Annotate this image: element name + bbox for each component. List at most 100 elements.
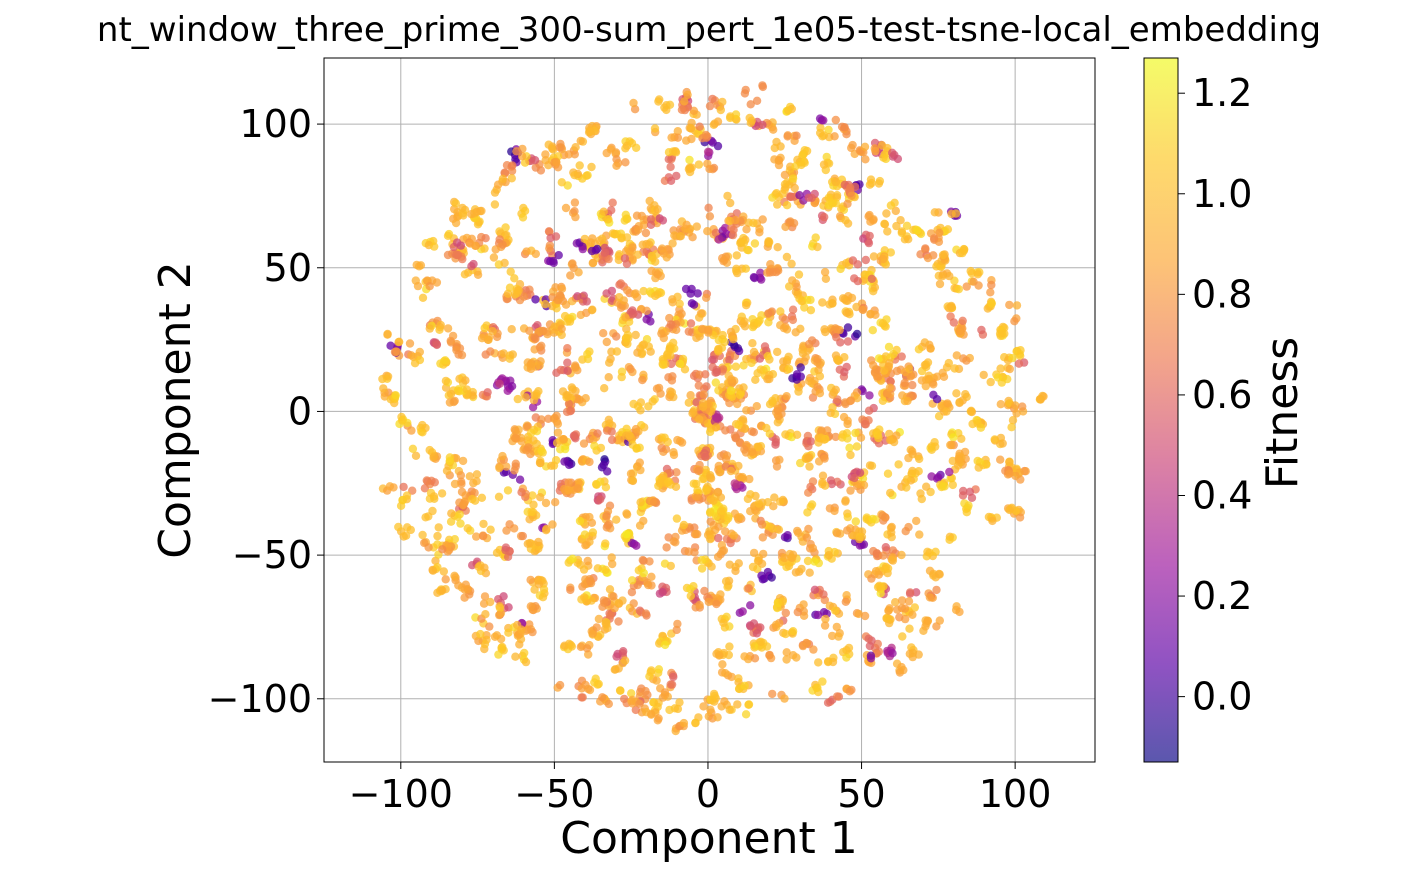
scatter-point (659, 360, 668, 369)
scatter-point (555, 680, 565, 690)
scatter-point (586, 238, 596, 247)
scatter-point (553, 419, 563, 429)
scatter-point (739, 238, 749, 247)
scatter-point (854, 609, 863, 619)
scatter-point (721, 527, 730, 536)
scatter-point (459, 500, 468, 509)
scatter-point (711, 228, 721, 237)
scatter-point (650, 124, 660, 133)
scatter-point (905, 364, 914, 374)
scatter-point (929, 380, 938, 389)
scatter-point (642, 239, 651, 249)
scatter-point (684, 398, 693, 407)
scatter-point (732, 266, 741, 276)
scatter-point (539, 326, 548, 336)
scatter-point (527, 507, 536, 516)
scatter-point (731, 566, 740, 576)
scatter-point (841, 216, 850, 225)
scatter-point (987, 299, 996, 308)
scatter-point (896, 216, 905, 225)
scatter-point (902, 221, 912, 230)
x-tick-label: −50 (514, 772, 594, 816)
scatter-point (934, 569, 944, 579)
scatter-point (598, 693, 607, 702)
scatter-point (973, 456, 982, 466)
scatter-point (884, 342, 894, 352)
scatter-point (1008, 416, 1018, 425)
scatter-point (579, 439, 589, 448)
scatter-point (628, 243, 637, 252)
scatter-point (415, 347, 424, 357)
scatter-point (627, 139, 637, 148)
scatter-point (557, 284, 567, 293)
scatter-point (599, 329, 608, 338)
scatter-point (734, 674, 743, 683)
scatter-point (675, 359, 685, 368)
scatter-point (917, 376, 927, 385)
scatter-point (825, 601, 834, 610)
scatter-point (612, 347, 622, 356)
scatter-point (492, 548, 502, 557)
scatter-point (889, 349, 898, 359)
scatter-point (651, 291, 660, 301)
scatter-point (987, 280, 996, 290)
scatter-point (1012, 409, 1021, 418)
scatter-point (830, 132, 839, 141)
scatter-point (503, 486, 513, 495)
scatter-point (740, 445, 749, 454)
scatter-point (484, 333, 494, 342)
scatter-point (508, 161, 517, 170)
scatter-point (887, 522, 896, 532)
scatter-point (623, 330, 632, 340)
scatter-point (861, 255, 870, 265)
scatter-point (868, 514, 877, 524)
scatter-point (1011, 471, 1020, 481)
scatter-point (892, 221, 901, 231)
scatter-point (666, 162, 675, 172)
scatter-point (511, 426, 520, 435)
scatter-point (725, 560, 734, 569)
scatter-point (781, 430, 790, 439)
scatter-point (539, 585, 549, 594)
scatter-point (932, 585, 941, 595)
scatter-point (807, 336, 817, 345)
scatter-point (749, 347, 759, 357)
scatter-point (794, 387, 803, 396)
scatter-point (996, 364, 1005, 373)
scatter-point (601, 619, 610, 628)
scatter-point (802, 533, 812, 542)
scatter-point (655, 479, 665, 488)
scatter-point (897, 550, 906, 560)
scatter-point (757, 311, 766, 320)
scatter-point (694, 160, 704, 169)
scatter-point (635, 443, 644, 452)
scatter-point (508, 350, 517, 359)
scatter-point (663, 437, 672, 447)
scatter-point (769, 502, 778, 511)
scatter-point (813, 354, 822, 364)
scatter-point (781, 222, 790, 232)
scatter-point (662, 543, 671, 552)
scatter-point (686, 391, 695, 400)
scatter-point (807, 500, 817, 509)
scatter-point (430, 242, 439, 251)
scatter-point (866, 175, 876, 184)
scatter-point (497, 643, 506, 652)
scatter-point (631, 705, 640, 715)
scatter-point (607, 206, 616, 215)
scatter-point (792, 653, 801, 662)
scatter-point (824, 551, 833, 560)
scatter-point (529, 500, 538, 509)
scatter-point (403, 523, 412, 532)
scatter-point (935, 616, 944, 625)
scatter-point (627, 576, 637, 585)
scatter-point (837, 204, 846, 213)
scatter-point (717, 383, 727, 392)
scatter-point (670, 231, 679, 240)
scatter-point (456, 471, 466, 480)
scatter-point (522, 247, 531, 256)
scatter-point (965, 487, 975, 496)
scatter-point (531, 295, 540, 304)
scatter-point (746, 490, 755, 499)
